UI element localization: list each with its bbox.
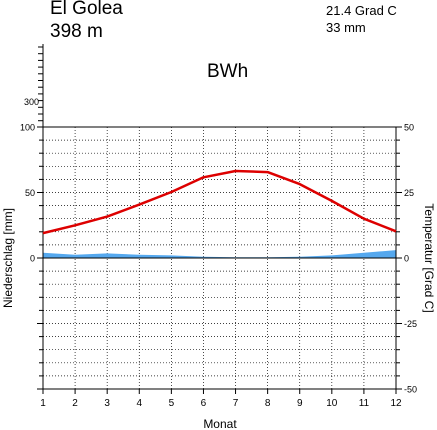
temperature-line-layer [42,169,397,235]
x-axis-label: Monat [203,417,237,430]
x-tick-label: 10 [326,398,338,409]
x-tick-label: 2 [72,398,78,409]
right-tick-label: -50 [404,385,417,395]
x-tick-label: 4 [136,398,142,409]
x-tick-label: 12 [390,398,402,409]
x-tick-label: 9 [297,398,303,409]
x-tick-label: 6 [201,398,207,409]
grid [43,127,396,389]
right-tick-label: 0 [404,254,409,264]
x-tick-label: 5 [169,398,175,409]
station-name: El Golea [50,0,123,19]
left-tick-label: 50 [25,188,35,198]
x-tick-label: 3 [104,398,110,409]
mean-temperature: 21.4 Grad C [326,3,397,18]
precipitation-area [43,250,396,258]
x-tick-label: 1 [40,398,46,409]
annual-precipitation: 33 mm [326,20,366,35]
right-tick-label: -25 [404,319,417,329]
tick-label-300: 300 [24,97,39,107]
left-tick-label: 0 [30,254,35,264]
y-axis-right-label: Temperatur [Grad C] [422,203,436,312]
x-tick-label: 11 [359,398,370,409]
temperature-line [42,169,397,235]
x-tick-label: 7 [233,398,239,409]
climate-class: BWh [207,61,249,82]
station-elevation: 398 m [50,21,103,42]
plot-frame [37,126,402,394]
upper-precip-axis: 300 [24,44,44,127]
left-tick-label: 100 [20,123,35,133]
right-tick-label: 50 [404,123,414,133]
y-axis-left-label: Niederschlag [mm] [1,208,15,308]
x-tick-label: 8 [265,398,271,409]
precipitation-area-layer [43,250,396,258]
right-tick-label: 25 [404,188,414,198]
